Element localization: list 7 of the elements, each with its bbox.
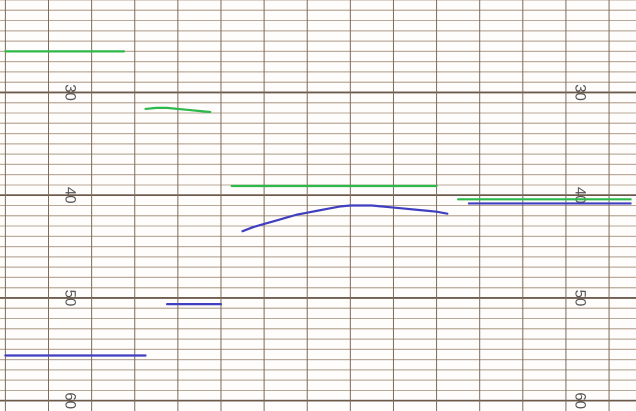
y-tick-label: 60	[61, 392, 78, 410]
y2-tick-label: 50	[571, 290, 588, 306]
y-tick-label: 40	[61, 186, 78, 204]
y2-tick-label: 30	[571, 84, 588, 101]
y2-tick-label: 60	[571, 392, 588, 410]
y-tick-label: 30	[61, 84, 78, 101]
y-tick-label: 50	[61, 290, 78, 306]
